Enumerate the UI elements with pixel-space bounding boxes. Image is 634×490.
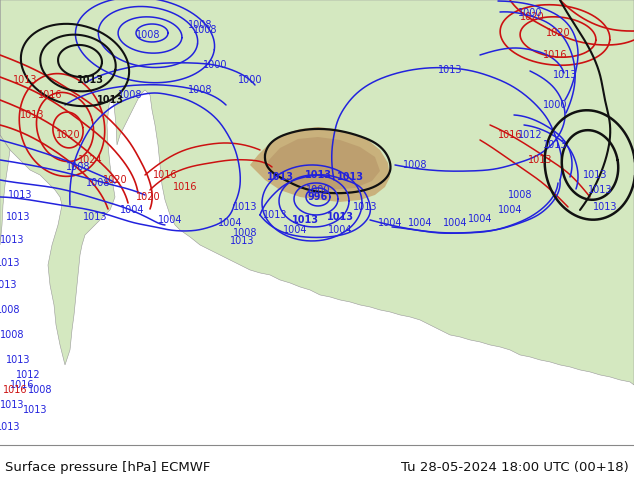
Text: 1013: 1013 bbox=[593, 202, 618, 212]
Text: 1013: 1013 bbox=[437, 65, 462, 75]
Text: 1008: 1008 bbox=[188, 85, 212, 95]
Polygon shape bbox=[0, 0, 634, 385]
Text: 1013: 1013 bbox=[588, 185, 612, 195]
Text: 1013: 1013 bbox=[8, 190, 32, 200]
Text: 1004: 1004 bbox=[408, 218, 432, 228]
Text: 1013: 1013 bbox=[327, 212, 354, 222]
Text: 1000: 1000 bbox=[306, 185, 330, 195]
Text: 1000: 1000 bbox=[543, 100, 567, 110]
Text: 1008: 1008 bbox=[508, 190, 533, 200]
Text: 1013: 1013 bbox=[6, 355, 30, 365]
Text: 1013: 1013 bbox=[543, 140, 567, 150]
Text: 1008: 1008 bbox=[28, 385, 52, 395]
Text: 1008: 1008 bbox=[193, 25, 217, 35]
Text: 1008: 1008 bbox=[66, 162, 90, 172]
Text: 1013: 1013 bbox=[337, 172, 363, 182]
Text: 1013: 1013 bbox=[527, 155, 552, 165]
Text: 1016: 1016 bbox=[543, 50, 567, 60]
Text: 1020: 1020 bbox=[56, 130, 81, 140]
Text: 1008: 1008 bbox=[118, 90, 142, 100]
Text: 1013: 1013 bbox=[0, 235, 24, 245]
Text: 1013: 1013 bbox=[0, 422, 20, 432]
Text: 1004: 1004 bbox=[283, 225, 307, 235]
Text: 1012: 1012 bbox=[518, 130, 542, 140]
Polygon shape bbox=[268, 137, 380, 190]
Text: 1013: 1013 bbox=[96, 95, 124, 105]
Text: 1016: 1016 bbox=[38, 90, 62, 100]
Text: 1013: 1013 bbox=[262, 210, 287, 220]
Text: 1013: 1013 bbox=[353, 202, 377, 212]
Text: 1004: 1004 bbox=[217, 218, 242, 228]
Text: 1013: 1013 bbox=[83, 212, 107, 222]
Text: 1016: 1016 bbox=[153, 170, 178, 180]
Polygon shape bbox=[0, 0, 10, 245]
Text: 1013: 1013 bbox=[0, 280, 17, 290]
Text: 1000: 1000 bbox=[238, 75, 262, 85]
Text: 1000: 1000 bbox=[203, 60, 227, 70]
Text: Tu 28-05-2024 18:00 UTC (00+18): Tu 28-05-2024 18:00 UTC (00+18) bbox=[401, 461, 629, 474]
Text: 1013: 1013 bbox=[20, 110, 44, 120]
Text: 1013: 1013 bbox=[553, 70, 577, 80]
Text: 1013: 1013 bbox=[6, 212, 30, 222]
Text: 1004: 1004 bbox=[498, 205, 522, 215]
Text: 1020: 1020 bbox=[520, 12, 545, 22]
Text: 1013: 1013 bbox=[23, 405, 48, 415]
Text: 1004: 1004 bbox=[158, 215, 182, 225]
Text: 1020: 1020 bbox=[546, 28, 571, 38]
Text: 1008: 1008 bbox=[188, 20, 212, 30]
Text: 1013: 1013 bbox=[233, 202, 257, 212]
Text: 1012: 1012 bbox=[16, 370, 41, 380]
Text: 1008: 1008 bbox=[86, 178, 110, 188]
Text: 1013: 1013 bbox=[304, 170, 332, 180]
Text: 1013: 1013 bbox=[230, 236, 254, 246]
Text: 1008: 1008 bbox=[0, 305, 20, 315]
Text: 1013: 1013 bbox=[13, 75, 37, 85]
Text: Surface pressure [hPa] ECMWF: Surface pressure [hPa] ECMWF bbox=[5, 461, 210, 474]
Text: 1004: 1004 bbox=[378, 218, 402, 228]
Text: 1013: 1013 bbox=[583, 170, 607, 180]
Text: 1004: 1004 bbox=[468, 214, 492, 224]
Text: 1008: 1008 bbox=[136, 30, 160, 40]
Text: 1004: 1004 bbox=[443, 218, 467, 228]
Text: 1016: 1016 bbox=[172, 182, 197, 192]
Text: 1008: 1008 bbox=[403, 160, 427, 170]
Polygon shape bbox=[250, 127, 390, 202]
Text: 1013: 1013 bbox=[0, 258, 20, 268]
Text: 1024: 1024 bbox=[78, 155, 102, 165]
Text: 1020: 1020 bbox=[103, 175, 127, 185]
Text: 996: 996 bbox=[308, 192, 328, 202]
Text: 1016: 1016 bbox=[498, 130, 522, 140]
Text: 1013: 1013 bbox=[292, 215, 318, 225]
Text: 1004: 1004 bbox=[328, 225, 353, 235]
Text: 1016: 1016 bbox=[10, 380, 34, 390]
Text: 1008: 1008 bbox=[233, 228, 257, 238]
Text: 1020: 1020 bbox=[136, 192, 160, 202]
Text: 1004: 1004 bbox=[120, 205, 145, 215]
Text: 1000: 1000 bbox=[518, 8, 542, 18]
Text: 1013: 1013 bbox=[77, 75, 103, 85]
Text: 1016: 1016 bbox=[3, 385, 27, 395]
Text: 1013: 1013 bbox=[0, 400, 24, 410]
Text: 1013: 1013 bbox=[266, 172, 294, 182]
Text: 1008: 1008 bbox=[0, 330, 24, 340]
